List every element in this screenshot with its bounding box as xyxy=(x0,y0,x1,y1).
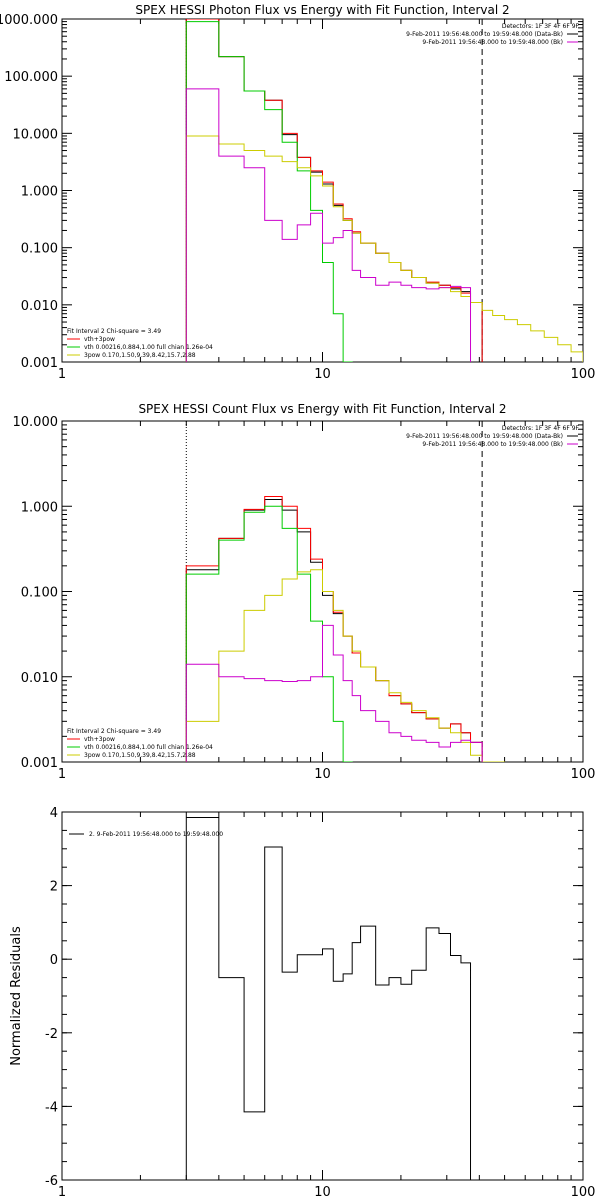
photon-flux-chart: SPEX HESSI Photon Flux vs Energy with Fi… xyxy=(0,3,595,382)
x-tick-label: 10 xyxy=(314,1185,331,1200)
detectors-label: Detectors: 1F 3F 4F 6F 9F xyxy=(502,23,580,30)
y-tick-label: 0 xyxy=(50,953,58,968)
y-tick-label: -2 xyxy=(45,1027,58,1042)
y-tick-label: 0.100 xyxy=(21,242,58,257)
legend-entry: vth 0.00216,0.884,1.00 full chian 1.26e-… xyxy=(84,344,213,351)
y-tick-label: 10.000 xyxy=(13,415,59,430)
series-group xyxy=(185,817,472,1180)
x-tick-label: 100 xyxy=(571,767,596,782)
series-line xyxy=(185,19,483,362)
chart-title: SPEX HESSI Count Flux vs Energy with Fit… xyxy=(138,402,506,416)
x-tick-label: 100 xyxy=(571,1185,596,1200)
series-line xyxy=(185,88,472,362)
y-tick-label: 10.000 xyxy=(13,127,59,142)
legend-entry: vth+3pow xyxy=(84,336,115,343)
x-tick-label: 100 xyxy=(571,367,596,382)
series-group xyxy=(185,19,583,362)
plot-frame xyxy=(61,811,584,1181)
y-tick-label: 0.001 xyxy=(21,356,58,371)
chart-title: SPEX HESSI Photon Flux vs Energy with Fi… xyxy=(135,3,509,17)
series-line xyxy=(185,624,483,762)
series-line xyxy=(185,499,483,762)
x-tick-label: 10 xyxy=(314,767,331,782)
series-line xyxy=(185,505,353,762)
legend-entry: 3pow 0.170,1.50,9.39,8.42,15.7,2.88 xyxy=(84,352,196,359)
x-tick-label: 1 xyxy=(58,767,66,782)
x-tick-label: 1 xyxy=(58,1185,66,1200)
time-range-label: 9-Feb-2011 19:56:48.000 to 19:59:48.000 … xyxy=(406,31,563,38)
y-tick-label: 1.000 xyxy=(21,185,58,200)
series-line xyxy=(185,19,483,362)
y-tick-label: 0.010 xyxy=(21,299,58,314)
legend-entry: 3pow 0.170,1.50,9.39,8.42,15.7,2.88 xyxy=(84,752,196,759)
y-axis-label: Normalized Residuals xyxy=(9,926,24,1066)
y-tick-label: 0.001 xyxy=(21,756,58,771)
y-tick-label: 2 xyxy=(50,880,58,895)
y-tick-label: 1.000 xyxy=(21,500,58,515)
series-line xyxy=(185,135,583,362)
residuals-chart: 1 10 100 -6 -4 -2 0 2 4 Normalized Residuals 2. 9-… xyxy=(9,806,595,1200)
detectors-label: Detectors: 1F 3F 4F 6F 9F xyxy=(502,425,580,432)
y-tick-label: -4 xyxy=(45,1100,58,1115)
y-tick-label: 100.000 xyxy=(4,70,58,85)
legend-entry: vth+3pow xyxy=(84,736,115,743)
series-line xyxy=(185,569,506,762)
y-tick-label: 4 xyxy=(50,806,58,821)
y-tick-label: 0.010 xyxy=(21,671,58,686)
fit-legend-title: Fit Interval 2 Chi-square = 3.49 xyxy=(67,728,161,735)
y-tick-label: -6 xyxy=(45,1174,58,1189)
legend-entry: vth 0.00216,0.884,1.00 full chian 1.26e-… xyxy=(84,744,213,751)
plot-frame xyxy=(61,18,584,363)
series-group xyxy=(185,496,506,762)
series-line xyxy=(185,496,483,762)
time-range-label: 9-Feb-2011 19:56:48.000 to 19:59:48.000 … xyxy=(422,39,563,46)
count-flux-chart: SPEX HESSI Count Flux vs Energy with Fit… xyxy=(13,402,596,782)
time-range-label: 9-Feb-2011 19:56:48.000 to 19:59:48.000 … xyxy=(422,441,563,448)
time-range-label: 9-Feb-2011 19:56:48.000 to 19:59:48.000 … xyxy=(406,433,563,440)
y-tick-label: 1000.000 xyxy=(0,13,58,28)
x-tick-label: 1 xyxy=(58,367,66,382)
fit-legend-title: Fit Interval 2 Chi-square = 3.49 xyxy=(67,328,161,335)
series-line xyxy=(185,21,353,362)
legend-entry: 2. 9-Feb-2011 19:56:48.000 to 19:59:48.0… xyxy=(89,831,223,838)
series-line xyxy=(185,817,472,1180)
y-tick-label: 0.100 xyxy=(21,586,58,601)
x-tick-label: 10 xyxy=(314,367,331,382)
